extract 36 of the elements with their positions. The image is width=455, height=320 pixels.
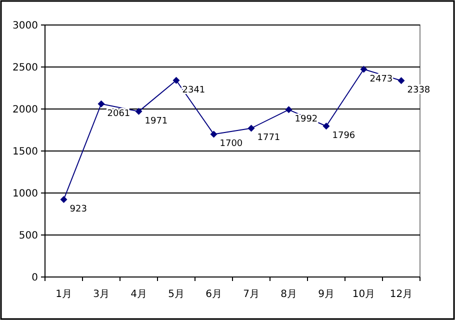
data-label: 1796 (332, 131, 356, 142)
x-tick-label: 1月 (56, 289, 72, 300)
point (60, 196, 68, 203)
point (248, 124, 255, 132)
x-tick-label: 12月 (390, 289, 413, 300)
y-tick-label: 2500 (12, 62, 38, 74)
data-label: 2061 (107, 108, 130, 119)
x-tick-label: 7月 (243, 289, 260, 300)
x-tick-label: 8月 (280, 289, 297, 300)
point (285, 106, 292, 114)
point (172, 76, 180, 84)
x-tick-label: 5月 (168, 289, 184, 300)
data-label: 923 (70, 204, 87, 214)
y-tick-label: 1500 (12, 146, 38, 158)
y-tick-label: 1000 (12, 188, 38, 200)
x-tick-label: 10月 (352, 289, 376, 300)
point (98, 100, 105, 108)
data-label: 1700 (220, 139, 243, 150)
data-label: 2473 (370, 74, 393, 84)
point (210, 130, 218, 138)
point (360, 66, 368, 73)
data-label: 2341 (182, 85, 206, 96)
x-tick-label: 3月 (93, 289, 110, 300)
y-tick-label: 500 (18, 230, 38, 242)
x-tick-label: 9月 (318, 289, 334, 300)
y-tick-label: 0 (32, 272, 38, 284)
data-label: 1771 (257, 133, 280, 144)
point (322, 122, 330, 130)
data-label: 1971 (144, 116, 168, 126)
x-tick-label: 4月 (130, 289, 147, 300)
data-label: 2338 (407, 86, 430, 96)
point (398, 77, 405, 84)
point (135, 108, 142, 115)
y-tick-label: 3000 (12, 20, 38, 32)
x-tick-label: 6月 (206, 289, 222, 300)
y-tick-label: 2000 (12, 104, 38, 116)
